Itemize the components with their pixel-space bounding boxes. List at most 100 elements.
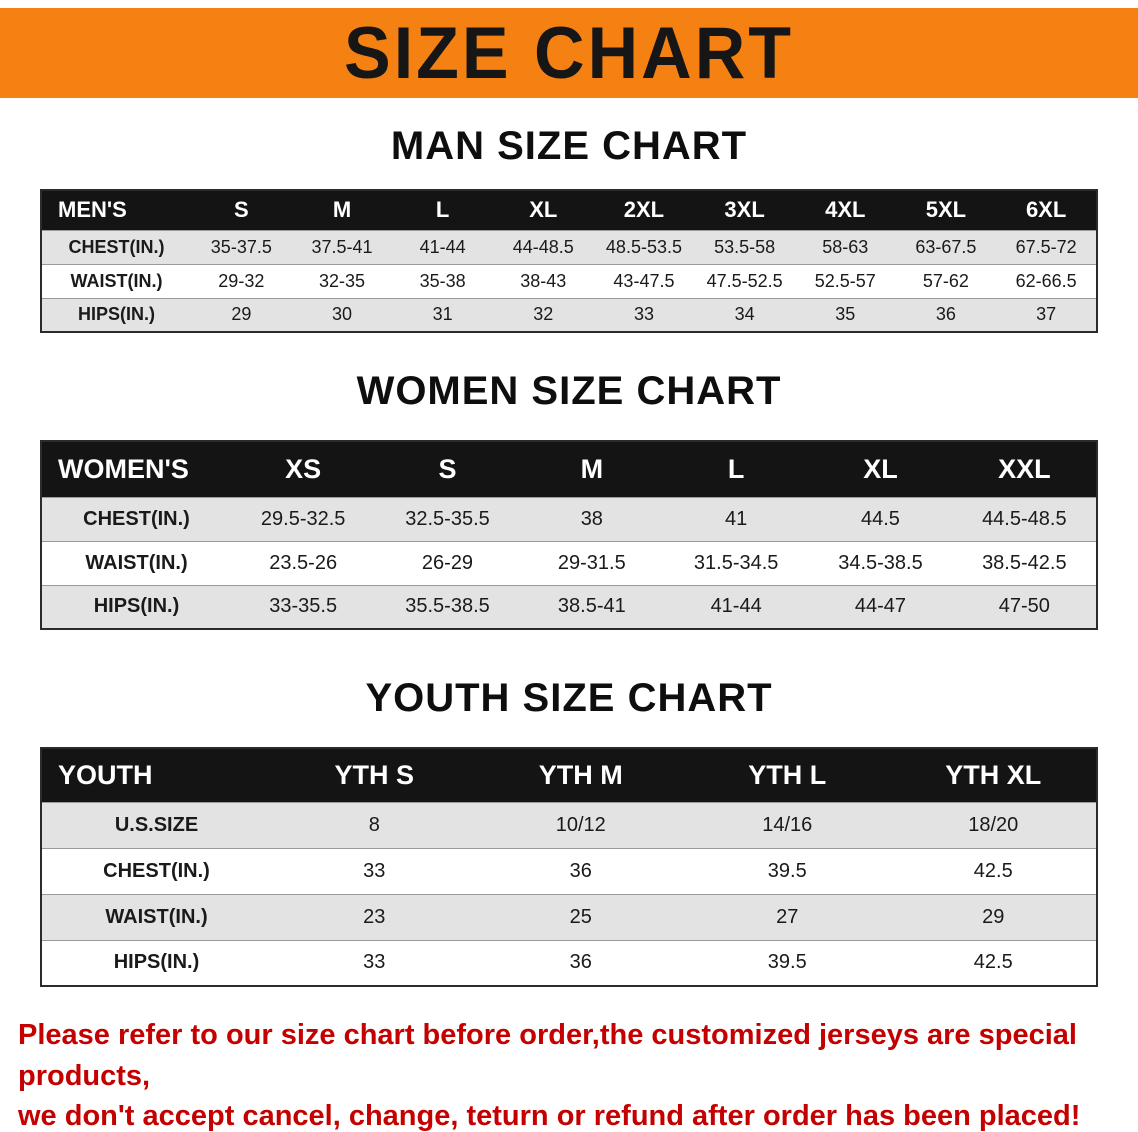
size-value: 36: [477, 939, 684, 986]
row-label: WAIST(IN.): [41, 263, 191, 298]
size-column-header: 3XL: [694, 190, 795, 230]
size-column-header: XS: [231, 441, 376, 497]
size-value: 35: [794, 297, 896, 332]
size-value: 18/20: [890, 801, 1097, 848]
men-chart-heading: MAN SIZE CHART: [390, 124, 748, 168]
size-value: 26-29: [375, 540, 520, 585]
size-value: 35-38: [392, 263, 493, 298]
size-column-header: S: [375, 441, 520, 497]
size-column-header: 4XL: [794, 190, 896, 230]
size-value: 34: [694, 297, 795, 332]
size-value: 32.5-35.5: [375, 496, 520, 541]
size-value: 37.5-41: [291, 229, 393, 264]
size-value: 33: [271, 847, 478, 894]
size-value: 47-50: [952, 584, 1097, 629]
youth-size-table: YOUTH YTH S YTH M YTH L YTH XL U.S.SIZE 8 10/1…: [40, 747, 1098, 987]
size-column-header: M: [519, 441, 664, 497]
youth-table-header-row: YOUTH YTH S YTH M YTH L YTH XL: [41, 748, 1097, 802]
women-table-header-row: WOMEN'S XS S M L XL XXL: [41, 441, 1097, 497]
size-value: 41: [663, 496, 809, 541]
size-value: 29-32: [191, 263, 292, 298]
size-column-header: YTH XL: [890, 748, 1097, 802]
table-row: HIPS(IN.) 33-35.5 35.5-38.5 38.5-41 41-44 44-…: [41, 584, 1097, 629]
size-value: 57-62: [895, 263, 997, 298]
size-value: 29-31.5: [519, 540, 664, 585]
size-value: 34.5-38.5: [808, 540, 953, 585]
size-value: 36: [477, 847, 684, 894]
size-value: 32: [492, 297, 594, 332]
size-value: 35.5-38.5: [375, 584, 520, 629]
table-row: CHEST(IN.) 35-37.5 37.5-41 41-44 44-48.5 48.5…: [41, 229, 1097, 264]
size-value: 30: [291, 297, 393, 332]
size-value: 52.5-57: [794, 263, 896, 298]
size-value: 42.5: [890, 847, 1097, 894]
size-value: 29: [191, 297, 292, 332]
youth-chart-heading: YOUTH SIZE CHART: [365, 676, 773, 720]
row-label: HIPS(IN.): [41, 939, 271, 986]
size-value: 33: [271, 939, 478, 986]
size-value: 38-43: [492, 263, 594, 298]
size-value: 38.5-41: [519, 584, 664, 629]
size-value: 62-66.5: [996, 263, 1097, 298]
size-value: 38: [519, 496, 664, 541]
size-value: 32-35: [291, 263, 393, 298]
size-column-header: YTH M: [477, 748, 684, 802]
size-value: 10/12: [477, 801, 684, 848]
order-policy-line-2: we don't accept cancel, change, teturn o…: [18, 1100, 1081, 1132]
size-value: 33-35.5: [231, 584, 376, 629]
size-column-header: 5XL: [895, 190, 997, 230]
size-value: 25: [477, 893, 684, 940]
size-value: 29.5-32.5: [231, 496, 376, 541]
size-value: 31: [392, 297, 493, 332]
size-value: 44.5-48.5: [952, 496, 1097, 541]
size-value: 44-47: [808, 584, 953, 629]
table-row: CHEST(IN.) 33 36 39.5 42.5: [41, 847, 1097, 894]
men-table-header-row: MEN'S S M L XL 2XL 3XL 4XL 5XL 6XL: [41, 190, 1097, 230]
table-row: WAIST(IN.) 23.5-26 26-29 29-31.5 31.5-34.5 34…: [41, 540, 1097, 585]
row-label: CHEST(IN.): [41, 847, 271, 894]
size-column-header: YTH L: [684, 748, 891, 802]
table-corner-label: YOUTH: [41, 748, 271, 802]
size-column-header: L: [663, 441, 809, 497]
size-value: 58-63: [794, 229, 896, 264]
size-value: 38.5-42.5: [952, 540, 1097, 585]
size-column-header: YTH S: [271, 748, 478, 802]
size-value: 39.5: [684, 847, 891, 894]
row-label: HIPS(IN.): [41, 584, 231, 629]
size-value: 42.5: [890, 939, 1097, 986]
table-row: U.S.SIZE 8 10/12 14/16 18/20: [41, 801, 1097, 848]
size-value: 43-47.5: [593, 263, 695, 298]
size-value: 29: [890, 893, 1097, 940]
size-value: 41-44: [392, 229, 493, 264]
size-value: 35-37.5: [191, 229, 292, 264]
women-size-table: WOMEN'S XS S M L XL XXL CHEST(IN.) 29.5-32.5 32.…: [40, 440, 1098, 630]
size-value: 36: [895, 297, 997, 332]
size-value: 44-48.5: [492, 229, 594, 264]
row-label: CHEST(IN.): [41, 496, 231, 541]
row-label: U.S.SIZE: [41, 801, 271, 848]
size-column-header: 6XL: [996, 190, 1097, 230]
size-value: 41-44: [663, 584, 809, 629]
size-value: 44.5: [808, 496, 953, 541]
size-column-header: XL: [492, 190, 594, 230]
size-value: 63-67.5: [895, 229, 997, 264]
size-value: 48.5-53.5: [593, 229, 695, 264]
size-column-header: L: [392, 190, 493, 230]
size-value: 33: [593, 297, 695, 332]
size-value: 8: [271, 801, 478, 848]
size-value: 27: [684, 893, 891, 940]
men-size-table: MEN'S S M L XL 2XL 3XL 4XL 5XL 6XL CHEST(IN.) 35-3…: [40, 189, 1098, 333]
size-value: 53.5-58: [694, 229, 795, 264]
size-value: 47.5-52.5: [694, 263, 795, 298]
size-column-header: XL: [808, 441, 953, 497]
table-row: HIPS(IN.) 33 36 39.5 42.5: [41, 939, 1097, 986]
size-value: 14/16: [684, 801, 891, 848]
size-column-header: S: [191, 190, 292, 230]
size-chart-banner: SIZE CHART: [0, 8, 1138, 98]
women-chart-heading: WOMEN SIZE CHART: [356, 369, 782, 413]
size-column-header: 2XL: [593, 190, 695, 230]
table-corner-label: MEN'S: [41, 190, 191, 230]
table-corner-label: WOMEN'S: [41, 441, 231, 497]
size-value: 23.5-26: [231, 540, 376, 585]
